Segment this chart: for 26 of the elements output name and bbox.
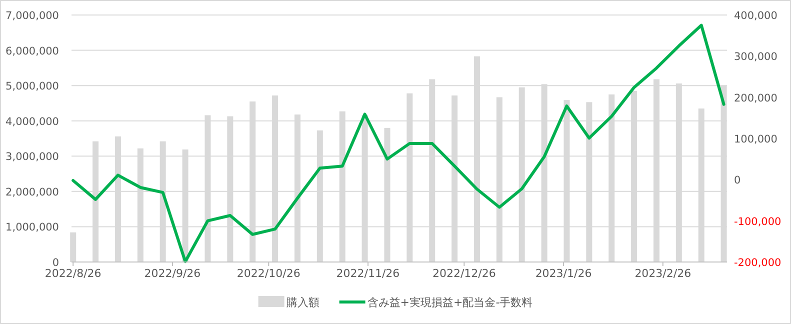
y2-tick-label: 0 (734, 174, 741, 187)
x-tick-label: 2022/9/26 (144, 267, 201, 280)
y2-tick-label: -200,000 (734, 257, 782, 269)
x-tick-label: 2023/1/26 (535, 267, 592, 280)
bar (70, 232, 76, 262)
y2-tick-label: 400,000 (734, 10, 778, 22)
y2-tick-label: 100,000 (734, 134, 778, 146)
y-tick-label: 0 (52, 257, 59, 269)
line-series (72, 24, 726, 264)
y-tick-label: 3,000,000 (6, 151, 59, 164)
y-tick-label: 5,000,000 (6, 80, 59, 93)
y-tick-label: 6,000,000 (6, 45, 59, 58)
y2-tick-label: 200,000 (734, 92, 778, 104)
y-tick-label: 4,000,000 (6, 116, 59, 128)
y2-tick-label: 300,000 (734, 51, 778, 64)
y-tick-label: 1,000,000 (6, 222, 59, 234)
y-tick-label: 2,000,000 (6, 186, 59, 198)
y2-tick-label: -100,000 (734, 216, 782, 228)
x-tick-label: 2022/11/26 (336, 267, 400, 280)
x-tick-label: 2022/8/26 (44, 267, 102, 280)
x-tick-label: 2022/10/26 (236, 267, 300, 280)
legend-label: 含み益+実現損益+配当金-手数料 (367, 296, 533, 309)
legend-label: 購入額 (286, 296, 320, 309)
x-tick-label: 2022/12/26 (432, 267, 496, 280)
y-tick-label: 7,000,000 (6, 10, 59, 22)
x-tick-label: 2023/2/26 (634, 267, 692, 280)
